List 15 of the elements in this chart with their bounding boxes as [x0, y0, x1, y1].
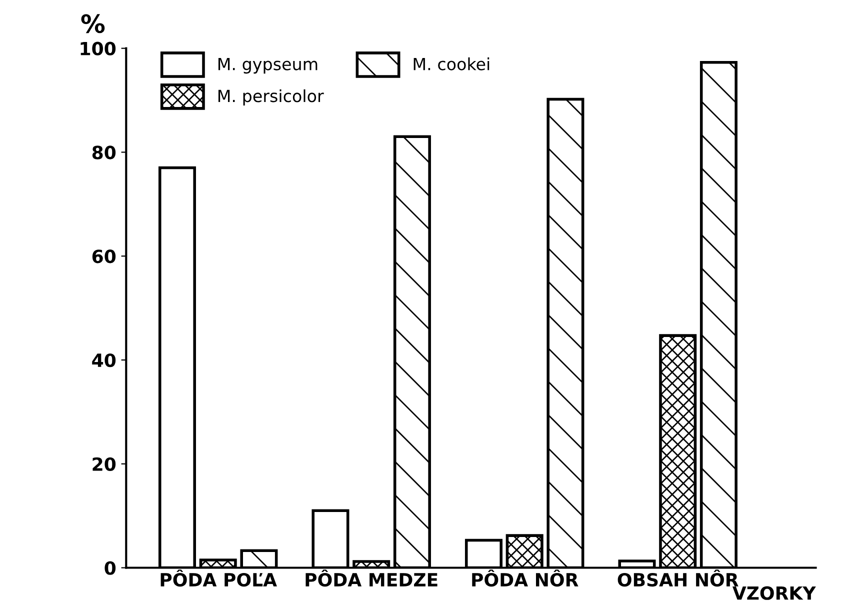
y-tick-label: 40 — [92, 353, 116, 368]
x-tick-label: OBSAH NÔR — [618, 570, 738, 587]
x-tick-label: PÔDA NÔR — [472, 570, 578, 587]
x-axis-title: VZORKY — [732, 586, 816, 600]
y-tick-label: 80 — [92, 146, 116, 160]
legend-label: M. cookei — [414, 57, 490, 70]
y-tick-label: 100 — [80, 42, 116, 56]
y-tick-label: 60 — [92, 250, 116, 264]
y-tick-label: 0 — [104, 561, 116, 575]
y-tick-label: 20 — [92, 457, 116, 471]
legend-label: M. persicolor — [218, 89, 324, 106]
y-axis-title: % — [81, 14, 105, 34]
x-tick-label: PÔDA POĽA — [160, 570, 277, 587]
legend-label: M. gypseum — [218, 58, 318, 74]
x-tick-label: PÔDA MEDZE — [306, 570, 438, 587]
